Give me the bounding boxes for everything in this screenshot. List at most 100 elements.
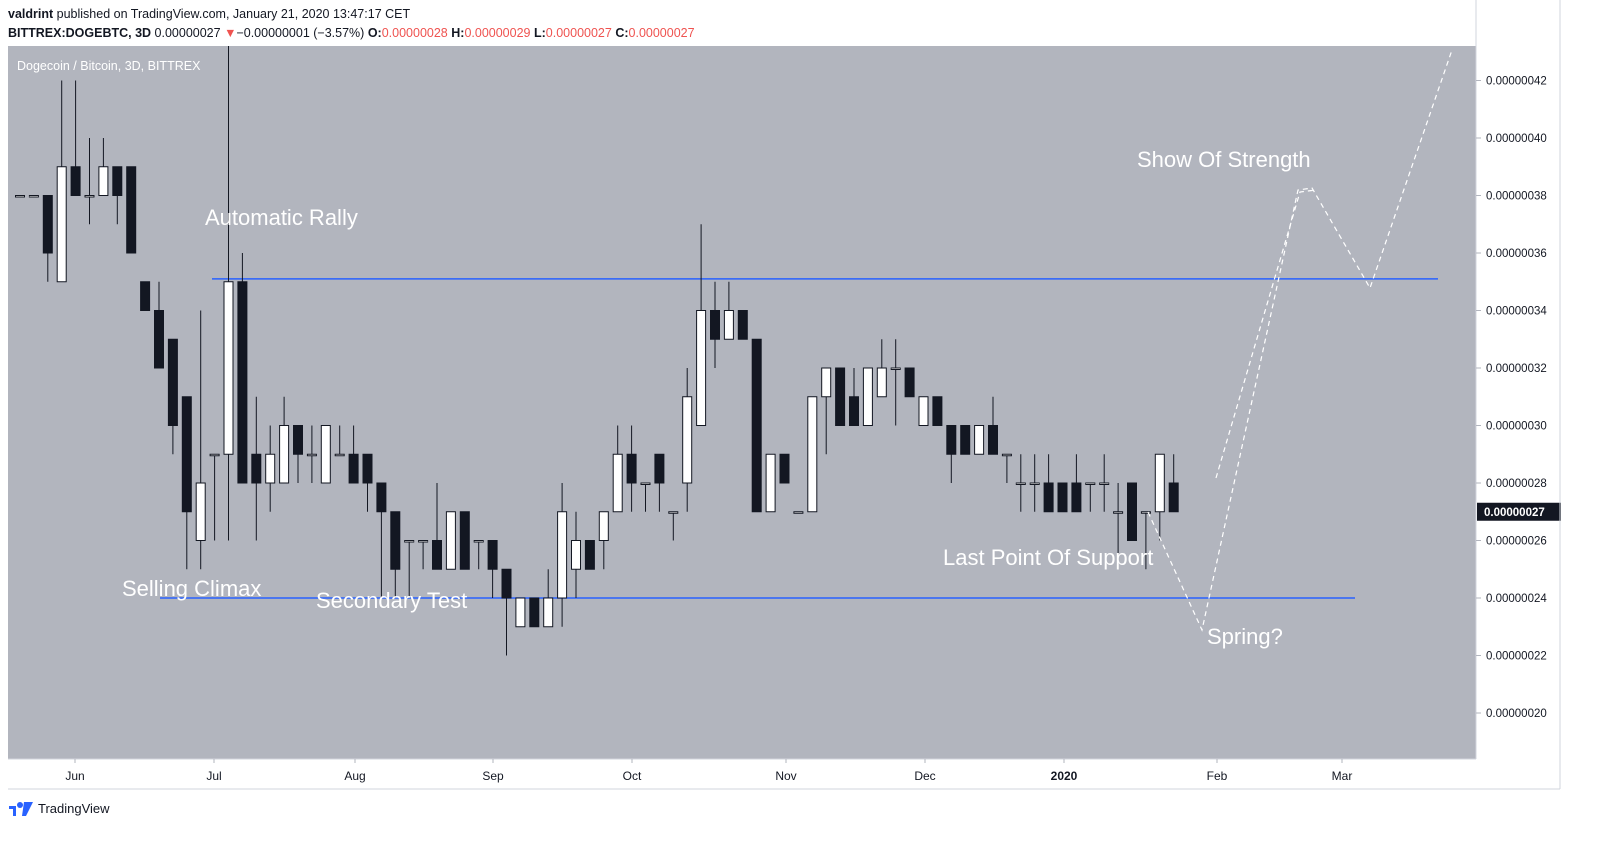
time-tick-label: 2020 bbox=[1051, 769, 1078, 783]
tradingview-logo-icon[interactable] bbox=[8, 798, 34, 818]
candle bbox=[543, 569, 554, 628]
publisher-name[interactable]: valdrint bbox=[8, 7, 54, 21]
annotation-selling-climax: Selling Climax bbox=[122, 576, 261, 601]
time-tick-label: Feb bbox=[1207, 769, 1228, 783]
high-value: 0.00000029 bbox=[464, 26, 531, 40]
candle bbox=[320, 425, 331, 484]
candle-body bbox=[890, 367, 901, 370]
time-tick-label: Nov bbox=[775, 769, 796, 783]
candle bbox=[849, 368, 859, 426]
plot-area[interactable] bbox=[8, 46, 1476, 759]
candle bbox=[974, 425, 985, 455]
candle bbox=[1071, 454, 1082, 513]
candle bbox=[988, 396, 998, 455]
candle bbox=[293, 425, 303, 483]
candle bbox=[571, 511, 581, 598]
candle-body bbox=[876, 367, 887, 398]
high-label: H: bbox=[451, 26, 465, 40]
published-text: published on TradingView.com, January 21… bbox=[56, 7, 411, 21]
open-label: O: bbox=[367, 26, 382, 40]
candle bbox=[1099, 454, 1110, 512]
candle bbox=[626, 425, 637, 512]
candle bbox=[501, 568, 512, 656]
candle-body bbox=[904, 367, 915, 398]
candle bbox=[876, 339, 887, 398]
candle bbox=[668, 511, 679, 541]
candle bbox=[710, 281, 720, 368]
candle bbox=[793, 511, 804, 514]
candle bbox=[835, 367, 846, 426]
candle bbox=[890, 339, 901, 426]
candle-body bbox=[1057, 482, 1068, 513]
chart-title: Dogecoin / Bitcoin, 3D, BITTREX bbox=[17, 59, 201, 73]
candle bbox=[28, 195, 39, 198]
candle-body bbox=[862, 367, 873, 426]
candle bbox=[56, 80, 67, 283]
candle bbox=[1057, 482, 1068, 513]
candle-body bbox=[418, 540, 429, 543]
candle-body bbox=[223, 281, 234, 455]
candle bbox=[404, 540, 415, 598]
candle bbox=[1001, 453, 1012, 483]
candle-body bbox=[1001, 453, 1012, 457]
close-value: 0.00000027 bbox=[628, 26, 695, 40]
candle-body bbox=[167, 338, 178, 426]
candle-body bbox=[654, 453, 665, 484]
candle bbox=[1015, 454, 1026, 512]
last-price: 0.00000027 bbox=[154, 26, 221, 40]
time-tick-label: Jun bbox=[65, 769, 84, 783]
candle-body bbox=[56, 166, 67, 283]
candle bbox=[279, 396, 290, 484]
candle-body bbox=[306, 453, 317, 457]
candle-body bbox=[598, 511, 609, 541]
annotation-secondary-test: Secondary Test bbox=[316, 588, 467, 613]
candle-body bbox=[376, 482, 387, 513]
price-tick-label: 0.00000032 bbox=[1486, 363, 1547, 375]
candle-body bbox=[835, 367, 846, 426]
candle bbox=[960, 425, 971, 455]
candle bbox=[473, 540, 484, 570]
candle-body bbox=[1154, 453, 1165, 513]
time-tick-label: Sep bbox=[482, 769, 504, 783]
projection-path-main bbox=[1147, 49, 1453, 632]
candle-body bbox=[557, 511, 568, 599]
annotation-automatic-rally: Automatic Rally bbox=[205, 205, 358, 230]
candle-body bbox=[28, 195, 39, 198]
candle-body bbox=[1015, 482, 1026, 485]
candle-body bbox=[807, 396, 818, 513]
annotations-layer: Automatic Rally Selling Climax Secondary T… bbox=[122, 147, 1311, 649]
candle bbox=[334, 425, 345, 457]
candle bbox=[904, 367, 915, 398]
candle bbox=[306, 425, 317, 483]
candle-body bbox=[473, 540, 484, 543]
candle-body bbox=[42, 195, 53, 254]
time-axis[interactable]: Jun Jul Aug Sep Oct Nov Dec 2020 Feb Mar bbox=[0, 0, 1561, 790]
candle-body bbox=[779, 453, 790, 484]
time-tick-label: Dec bbox=[914, 769, 935, 783]
candle-body bbox=[209, 453, 220, 457]
ohlc-legend: BITTREX:DOGEBTC, 3D 0.00000027 ▼−0.00000… bbox=[8, 26, 695, 40]
candle-body bbox=[501, 568, 512, 599]
price-tick-label: 0.00000020 bbox=[1486, 708, 1547, 720]
candle bbox=[126, 166, 137, 254]
candle-body bbox=[126, 166, 137, 254]
candle bbox=[459, 511, 470, 570]
candle-body bbox=[946, 425, 957, 455]
candle-body bbox=[988, 425, 998, 455]
brand-name[interactable]: TradingView bbox=[38, 800, 110, 816]
candle bbox=[154, 281, 164, 369]
candle-body bbox=[459, 511, 470, 570]
price-tick-label: 0.00000042 bbox=[1486, 76, 1547, 88]
candle bbox=[821, 367, 832, 455]
candle-body bbox=[195, 482, 206, 541]
candle bbox=[487, 540, 498, 598]
candle-body bbox=[487, 540, 498, 570]
candle-body bbox=[668, 511, 679, 514]
price-tick-label: 0.00000036 bbox=[1486, 248, 1547, 260]
candle bbox=[765, 453, 776, 513]
candle-body bbox=[626, 453, 637, 484]
time-tick-label: Mar bbox=[1332, 769, 1353, 783]
candle-body bbox=[765, 453, 776, 513]
price-axis[interactable]: 0.00000042 0.00000040 0.00000038 0.00000036… bbox=[1475, 0, 1597, 759]
